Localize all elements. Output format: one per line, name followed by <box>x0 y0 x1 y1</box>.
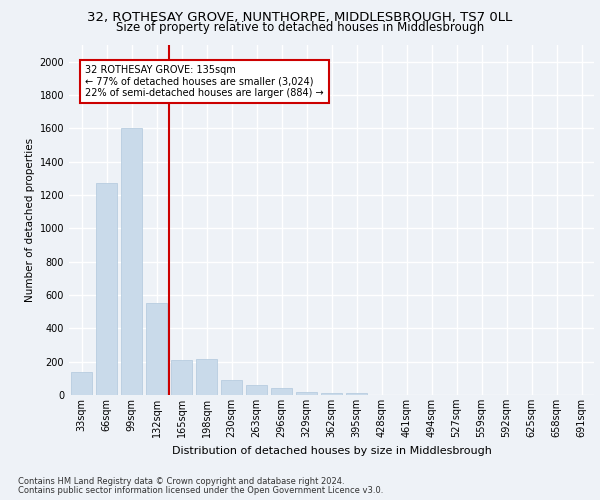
Bar <box>196 359 217 395</box>
X-axis label: Distribution of detached houses by size in Middlesbrough: Distribution of detached houses by size … <box>172 446 491 456</box>
Bar <box>121 128 142 395</box>
Bar <box>246 384 267 395</box>
Bar <box>146 304 167 395</box>
Bar <box>346 394 367 395</box>
Bar <box>271 388 292 395</box>
Bar <box>96 184 117 395</box>
Bar <box>321 393 342 395</box>
Bar <box>296 392 317 395</box>
Bar <box>71 372 92 395</box>
Text: Contains public sector information licensed under the Open Government Licence v3: Contains public sector information licen… <box>18 486 383 495</box>
Bar <box>171 360 192 395</box>
Text: 32 ROTHESAY GROVE: 135sqm
← 77% of detached houses are smaller (3,024)
22% of se: 32 ROTHESAY GROVE: 135sqm ← 77% of detac… <box>85 65 324 98</box>
Text: 32, ROTHESAY GROVE, NUNTHORPE, MIDDLESBROUGH, TS7 0LL: 32, ROTHESAY GROVE, NUNTHORPE, MIDDLESBR… <box>88 12 512 24</box>
Text: Contains HM Land Registry data © Crown copyright and database right 2024.: Contains HM Land Registry data © Crown c… <box>18 477 344 486</box>
Text: Size of property relative to detached houses in Middlesbrough: Size of property relative to detached ho… <box>116 22 484 35</box>
Y-axis label: Number of detached properties: Number of detached properties <box>25 138 35 302</box>
Bar <box>221 380 242 395</box>
